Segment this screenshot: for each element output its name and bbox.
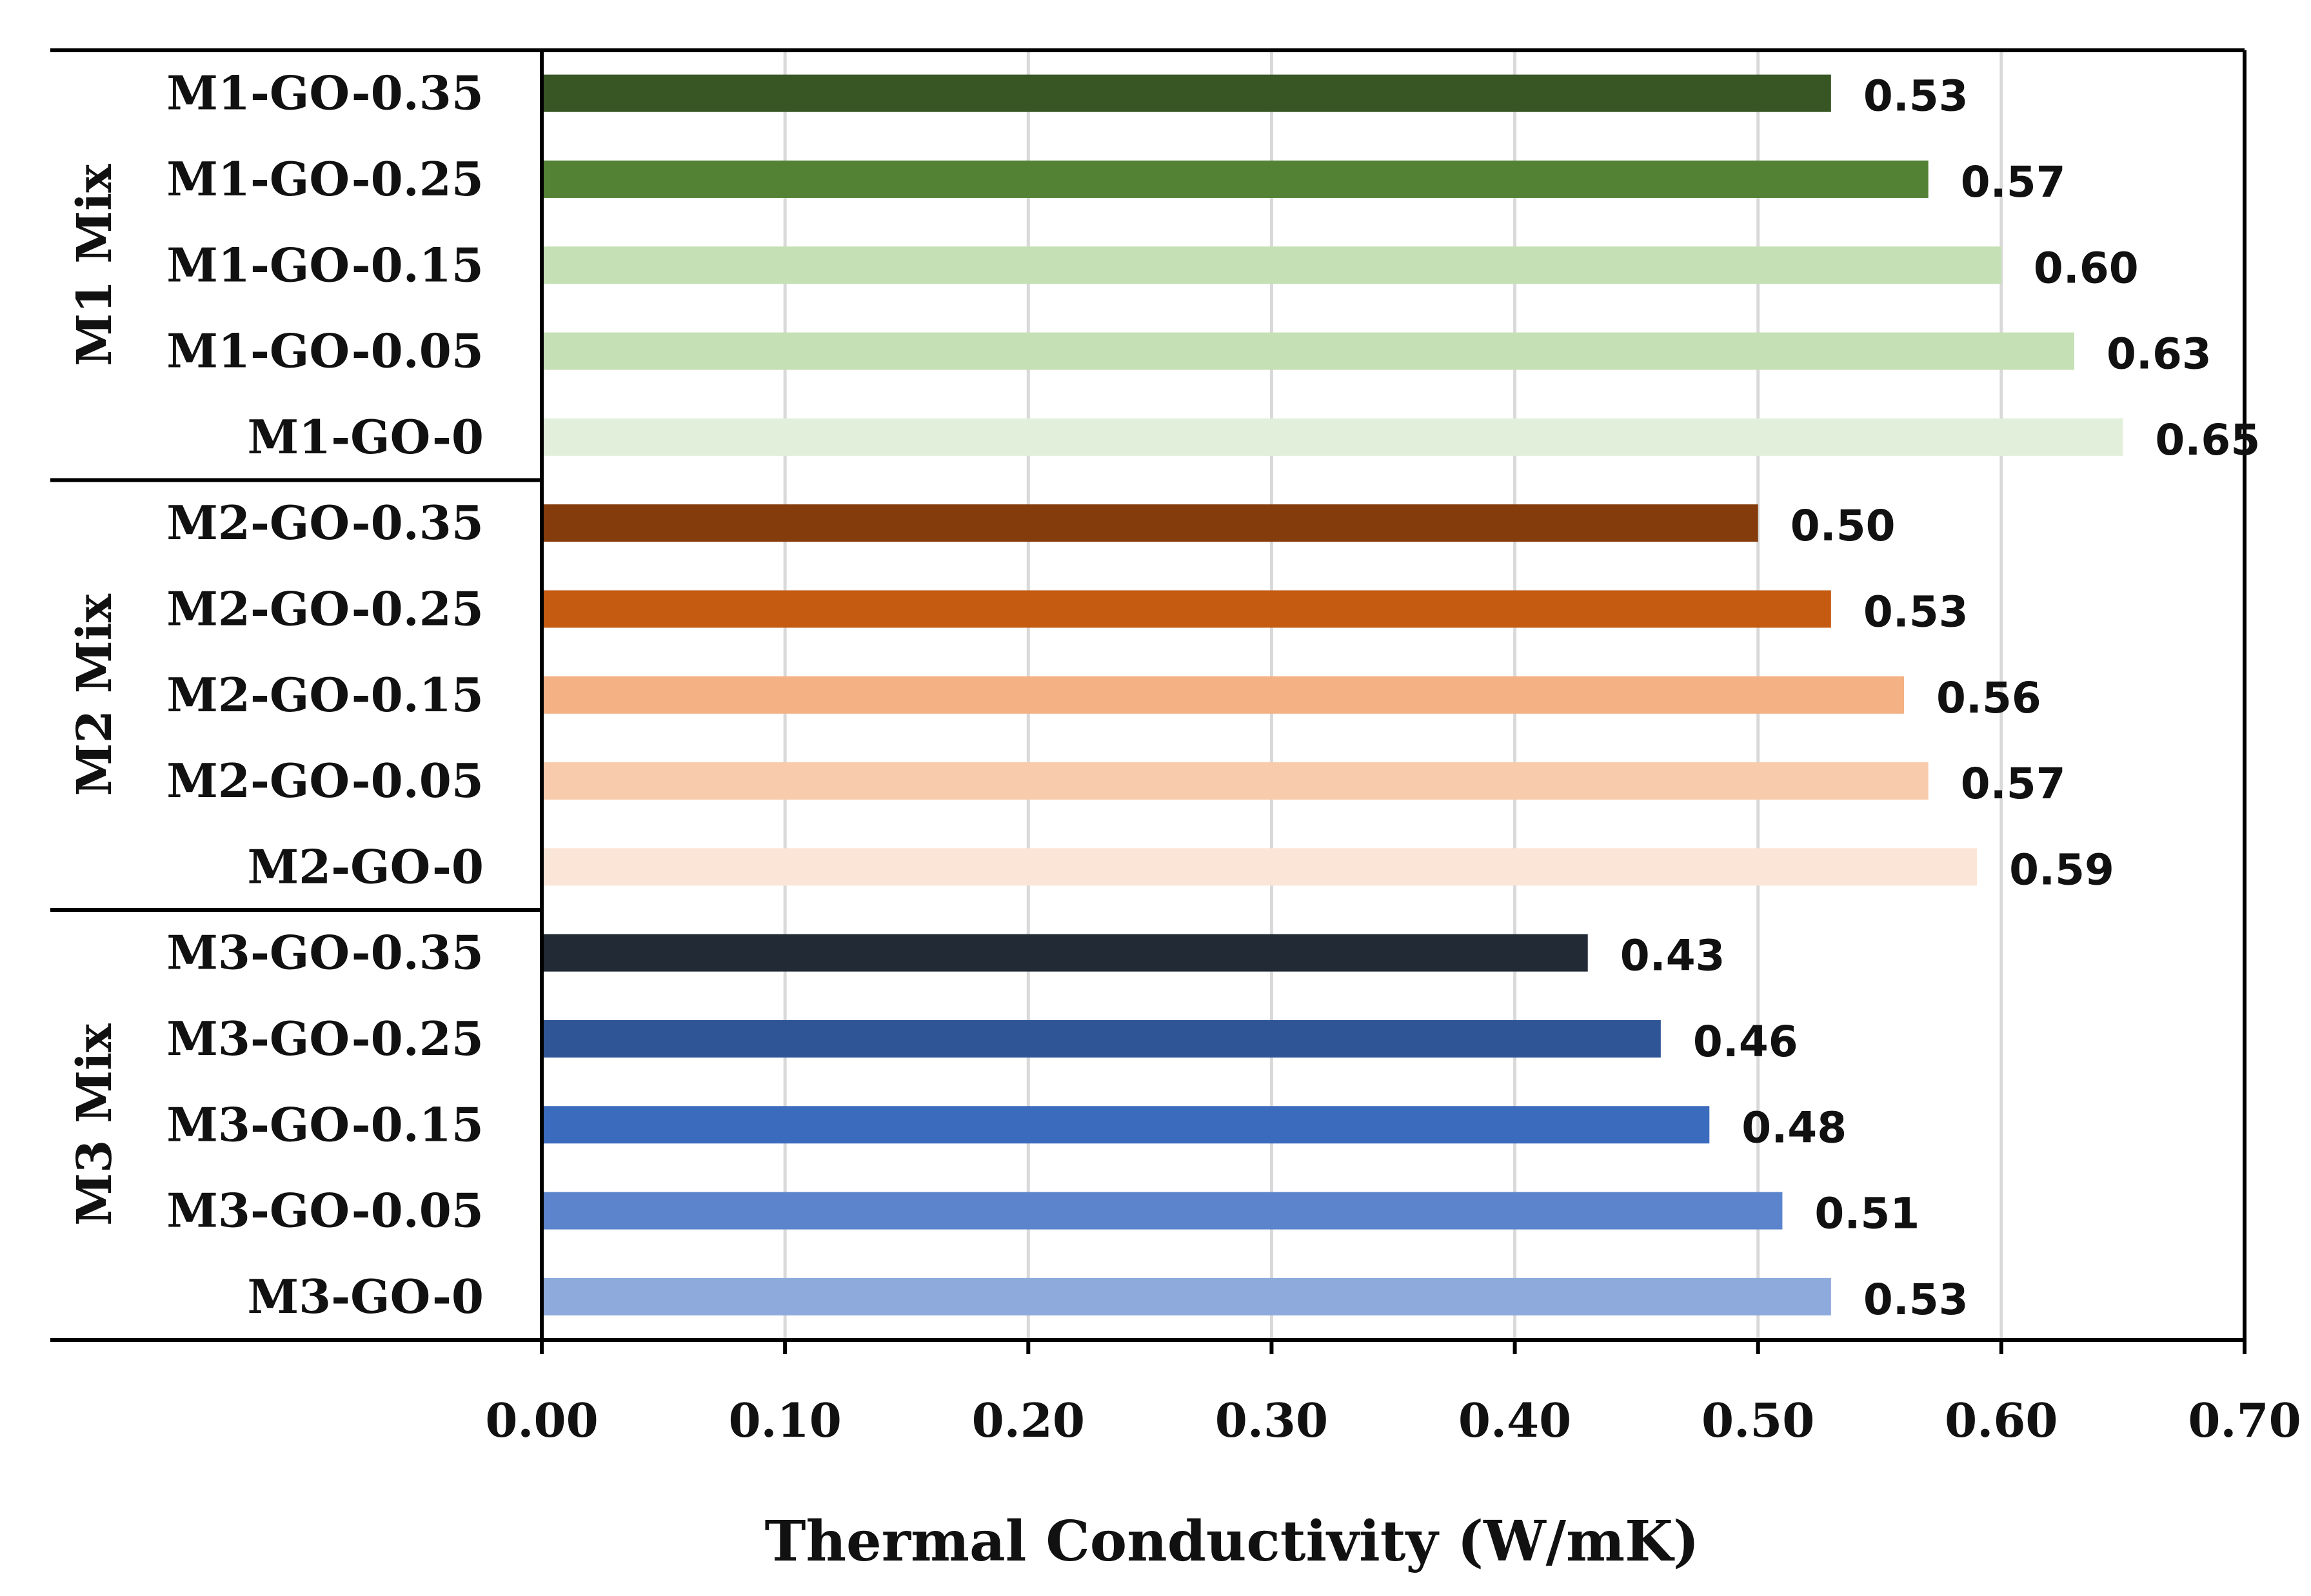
x-tick-label: 0.30 — [1215, 1393, 1328, 1448]
bar — [542, 1020, 1661, 1058]
category-label: M1-GO-0.35 — [166, 66, 484, 121]
x-tick-label: 0.10 — [728, 1393, 841, 1448]
x-tick-label: 0.00 — [485, 1393, 598, 1448]
x-tick-label: 0.50 — [1701, 1393, 1814, 1448]
bar — [542, 74, 1831, 112]
category-label: M2-GO-0.25 — [166, 581, 484, 636]
bar — [542, 1106, 1710, 1144]
bar — [542, 676, 1904, 714]
bar — [542, 246, 2001, 284]
data-label: 0.60 — [2034, 243, 2139, 293]
group-label: M3 Mix — [67, 1023, 123, 1226]
category-label: M2-GO-0 — [247, 839, 484, 894]
category-label: M3-GO-0.15 — [166, 1097, 484, 1152]
x-tick-label: 0.40 — [1458, 1393, 1571, 1448]
category-label: M1-GO-0.05 — [166, 324, 484, 379]
group-label: M2 Mix — [67, 593, 123, 796]
bar — [542, 934, 1588, 972]
data-label: 0.65 — [2155, 415, 2260, 465]
category-label: M3-GO-0 — [247, 1269, 484, 1324]
data-label: 0.53 — [1863, 72, 1969, 121]
category-label: M3-GO-0.25 — [166, 1011, 484, 1066]
bar — [542, 332, 2074, 370]
data-label: 0.53 — [1863, 1275, 1969, 1325]
bar — [542, 418, 2123, 456]
category-label: M3-GO-0.05 — [166, 1183, 484, 1238]
bar — [542, 1277, 1831, 1315]
category-label: M2-GO-0.15 — [166, 667, 484, 722]
data-label: 0.46 — [1693, 1017, 1798, 1067]
category-label: M2-GO-0.35 — [166, 495, 484, 550]
bar — [542, 1192, 1783, 1230]
data-label: 0.59 — [2009, 845, 2114, 894]
data-label: 0.43 — [1620, 931, 1725, 981]
x-tick-label: 0.60 — [1945, 1393, 2058, 1448]
bar — [542, 762, 1929, 800]
data-label: 0.57 — [1961, 157, 2066, 207]
bar — [542, 504, 1758, 542]
category-label: M3-GO-0.35 — [166, 925, 484, 980]
plot-frame — [50, 48, 2247, 1354]
data-label: 0.51 — [1814, 1189, 1919, 1239]
category-label: M2-GO-0.05 — [166, 753, 484, 808]
data-label: 0.50 — [1790, 501, 1896, 551]
data-label: 0.48 — [1741, 1103, 1847, 1152]
bar — [542, 848, 1978, 886]
category-label: M1-GO-0.15 — [166, 237, 484, 292]
category-label: M1-GO-0 — [247, 409, 484, 464]
group-label: M1 Mix — [67, 164, 123, 366]
data-label: 0.56 — [1936, 673, 2041, 723]
x-tick-label: 0.20 — [972, 1393, 1085, 1448]
labels: 0.00 0.10 0.20 0.30 0.40 0.50 0.60 0.70 M1-GO-0.… — [67, 66, 2301, 1448]
bar — [542, 590, 1831, 628]
x-tick-label: 0.70 — [2188, 1393, 2301, 1448]
data-label: 0.57 — [1961, 759, 2066, 809]
data-label: 0.63 — [2107, 330, 2212, 379]
x-axis-title: Thermal Conductivity (W/mK) — [764, 1509, 1699, 1574]
data-label: 0.53 — [1863, 587, 1969, 636]
bar — [542, 160, 1929, 198]
bars — [542, 74, 2123, 1315]
category-label: M1-GO-0.25 — [166, 152, 484, 206]
